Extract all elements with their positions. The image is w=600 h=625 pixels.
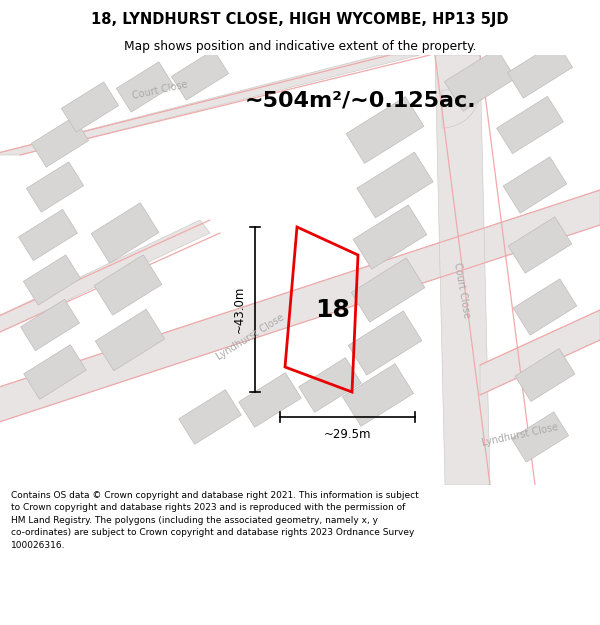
Polygon shape <box>353 205 427 269</box>
Polygon shape <box>20 299 79 351</box>
Polygon shape <box>0 55 420 155</box>
Polygon shape <box>31 117 89 167</box>
Text: ~43.0m: ~43.0m <box>233 286 245 333</box>
Polygon shape <box>343 364 413 426</box>
Polygon shape <box>179 390 241 444</box>
Polygon shape <box>116 62 173 112</box>
Polygon shape <box>435 55 490 485</box>
Polygon shape <box>19 209 77 261</box>
Text: Lyndhurst Close: Lyndhurst Close <box>214 312 286 362</box>
Polygon shape <box>480 310 600 395</box>
Text: Court Close: Court Close <box>131 79 188 101</box>
Polygon shape <box>61 82 119 132</box>
Text: Map shows position and indicative extent of the property.: Map shows position and indicative extent… <box>124 39 476 52</box>
Text: Contains OS data © Crown copyright and database right 2021. This information is : Contains OS data © Crown copyright and d… <box>11 491 419 549</box>
Polygon shape <box>24 345 86 399</box>
Polygon shape <box>351 258 425 322</box>
Polygon shape <box>94 255 162 315</box>
Polygon shape <box>95 309 165 371</box>
Polygon shape <box>0 220 210 332</box>
Wedge shape <box>442 90 480 128</box>
Text: Court Close: Court Close <box>452 261 472 319</box>
Text: ~504m²/~0.125ac.: ~504m²/~0.125ac. <box>245 90 476 110</box>
Text: ~29.5m: ~29.5m <box>324 429 371 441</box>
Polygon shape <box>346 97 424 163</box>
Polygon shape <box>503 157 567 213</box>
Polygon shape <box>508 42 572 98</box>
Polygon shape <box>357 152 433 218</box>
Polygon shape <box>26 162 83 212</box>
Polygon shape <box>445 49 515 111</box>
Polygon shape <box>172 50 229 100</box>
Polygon shape <box>0 190 600 425</box>
Polygon shape <box>513 279 577 335</box>
Text: Lyndhurst Close: Lyndhurst Close <box>481 422 559 448</box>
Polygon shape <box>299 357 361 412</box>
Polygon shape <box>239 372 301 428</box>
Polygon shape <box>348 311 422 375</box>
Polygon shape <box>91 202 159 263</box>
Polygon shape <box>511 412 569 462</box>
Polygon shape <box>23 255 80 305</box>
Polygon shape <box>497 96 563 154</box>
Polygon shape <box>515 349 575 401</box>
Polygon shape <box>508 217 572 273</box>
Text: 18, LYNDHURST CLOSE, HIGH WYCOMBE, HP13 5JD: 18, LYNDHURST CLOSE, HIGH WYCOMBE, HP13 … <box>91 12 509 27</box>
Text: 18: 18 <box>316 298 350 322</box>
